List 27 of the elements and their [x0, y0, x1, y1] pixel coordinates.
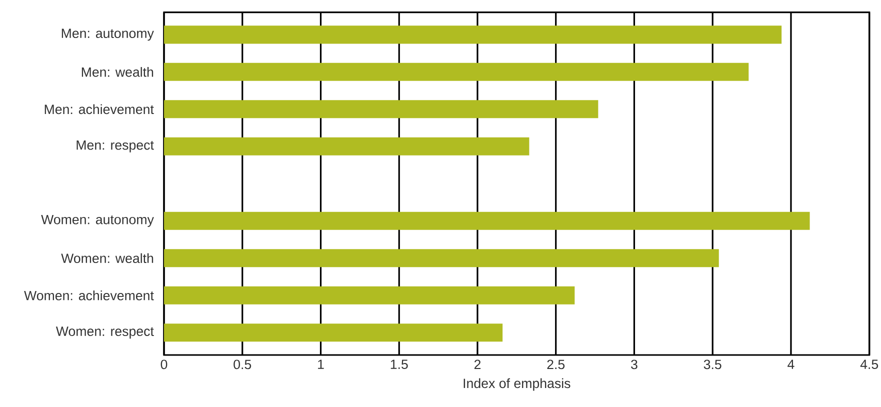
x-tick-label: 3 [631, 360, 638, 370]
bar [164, 212, 810, 230]
bar [164, 62, 749, 81]
x-tick-label: 0.5 [234, 360, 252, 370]
y-tick-label: Men: respect [76, 140, 154, 152]
bar [164, 100, 598, 118]
y-tick-label: Women: wealth [61, 253, 154, 264]
x-tick-label: 3.5 [704, 360, 722, 370]
y-tick-label: Women: achievement [24, 290, 154, 300]
y-tick-label: Men: autonomy [62, 28, 154, 41]
x-tick-label: 1.5 [390, 360, 408, 370]
x-tick-label: 4.5 [860, 360, 878, 370]
x-tick-label: 2 [474, 360, 481, 370]
x-tick-label: 2.5 [547, 360, 565, 370]
x-tick-label: 1 [318, 360, 324, 369]
x-tick-label: 0 [160, 360, 168, 370]
y-tick-label: Women: respect [56, 326, 154, 339]
bar [164, 324, 503, 342]
y-tick-label: Men: wealth [82, 67, 154, 77]
y-tick-label: Women: autonomy [41, 214, 154, 227]
bar [164, 137, 530, 156]
bar [164, 286, 575, 304]
x-tick-label: 4 [788, 360, 794, 369]
bar [164, 249, 719, 268]
x-axis-title: Index of emphasis [464, 378, 570, 391]
bar [164, 26, 782, 44]
y-tick-label: Men: achievement [44, 104, 154, 114]
